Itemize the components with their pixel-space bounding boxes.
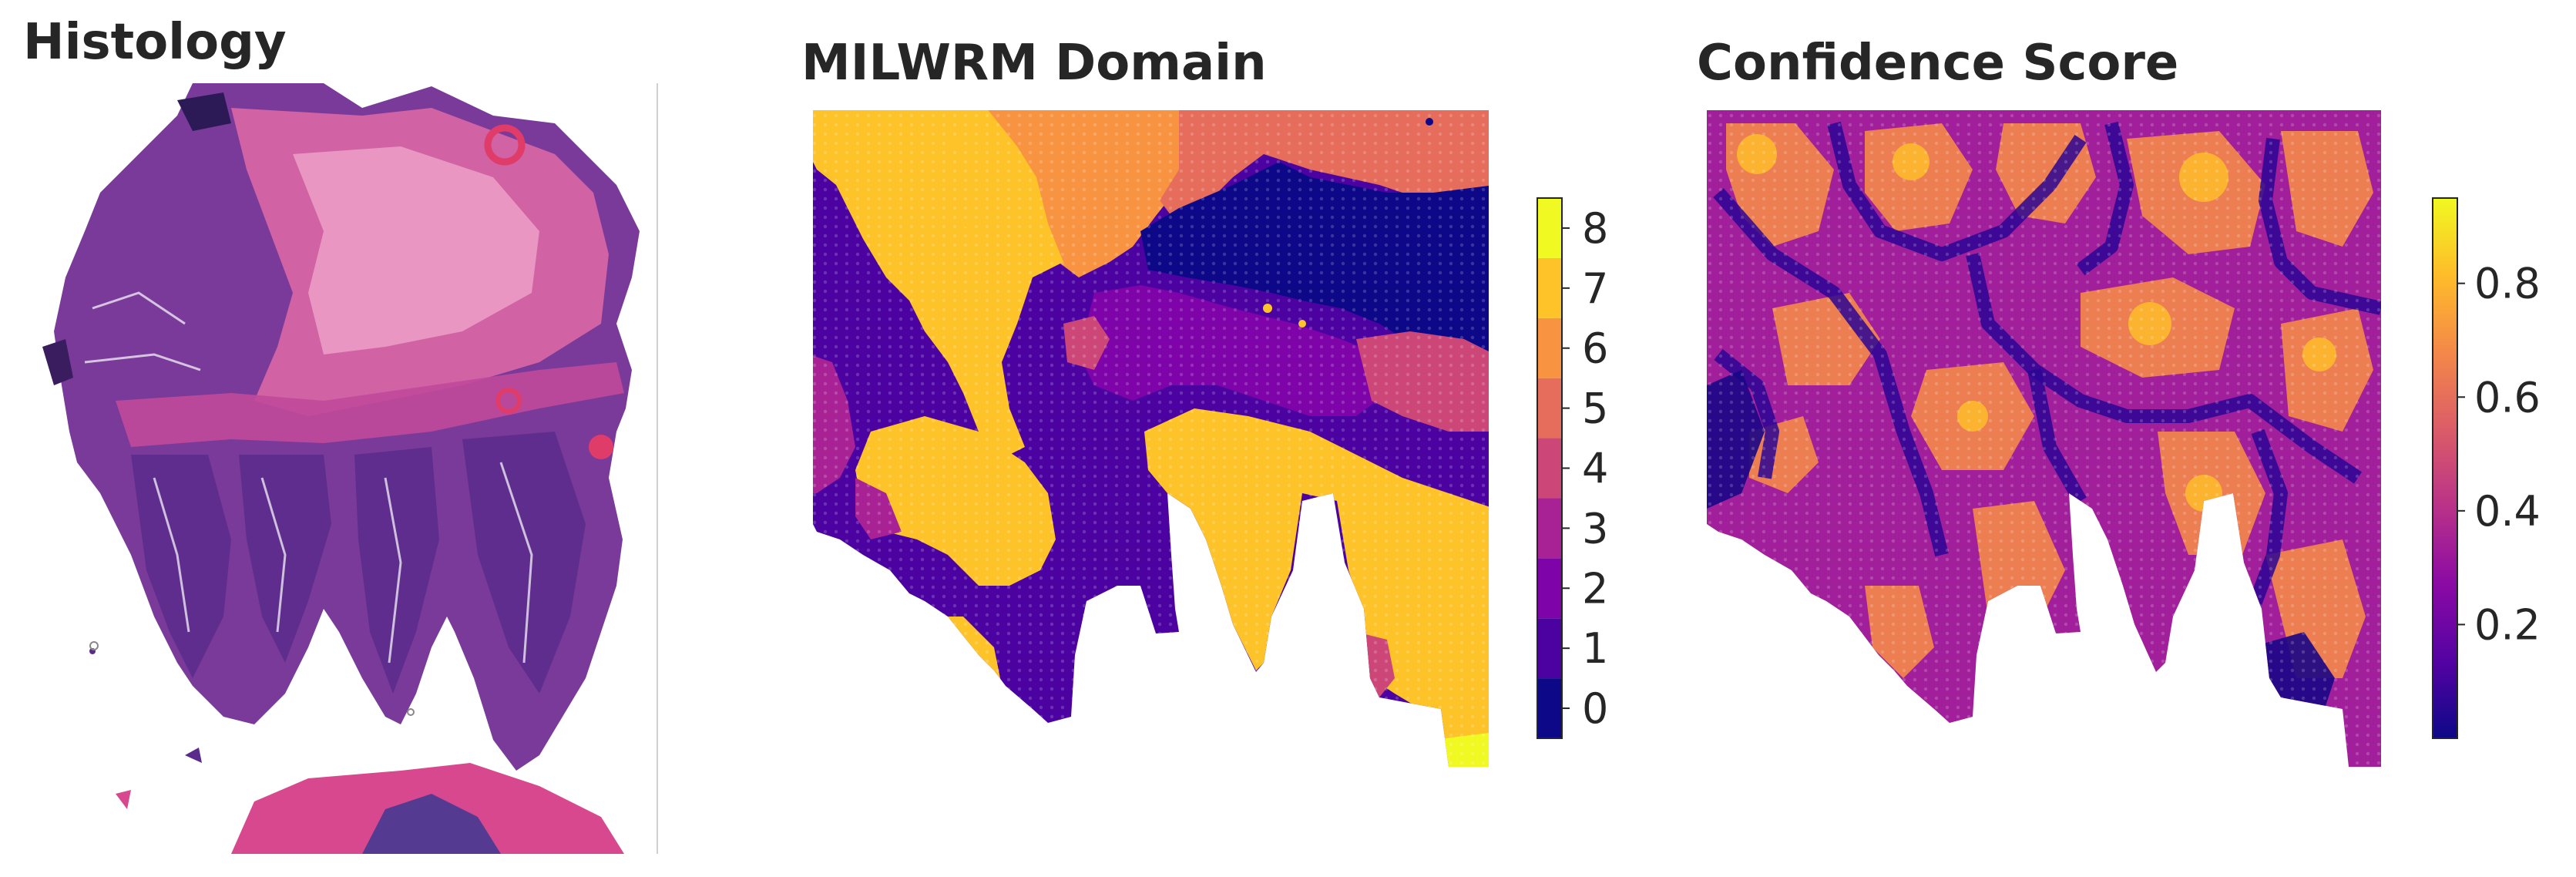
histology-debris xyxy=(89,641,415,809)
histology-bottom-dark xyxy=(362,794,501,854)
histology-vessel xyxy=(484,124,526,166)
domain-colorbar-tick-label: 7 xyxy=(1582,264,1608,313)
domain-colorbar-tick-label: 1 xyxy=(1582,624,1608,673)
confidence-colorbar-tick-label: 0.8 xyxy=(2474,260,2541,308)
confidence-colorbar-bar xyxy=(2432,197,2458,739)
domain-colorbar-swatch xyxy=(1537,678,1562,738)
domain-colorbar-frame xyxy=(1537,197,1563,739)
domain-colorbar: 0 1 2 3 4 5 6 7 8 xyxy=(1537,197,1608,739)
domain-colorbar-tick-label: 3 xyxy=(1582,504,1608,553)
domain-colorbar-tick-label: 2 xyxy=(1582,564,1608,613)
domain-colorbar-swatch xyxy=(1537,378,1562,438)
domain-colorbar-swatch xyxy=(1537,318,1562,378)
confidence-colorbar-tick-label: 0.4 xyxy=(2474,487,2541,536)
histology-stroma-light xyxy=(293,146,539,354)
domain-colorbar-swatch xyxy=(1537,438,1562,499)
confidence-heatmap xyxy=(1707,110,2381,767)
domain-heatmap xyxy=(813,110,1489,767)
domain-colorbar-swatch xyxy=(1537,558,1562,619)
histology-vessel xyxy=(589,435,613,459)
confidence-title: Confidence Score xyxy=(1697,35,2179,92)
domain-colorbar-tick-label: 6 xyxy=(1582,324,1608,373)
domain-colorbar-swatch xyxy=(1537,498,1562,559)
confidence-colorbar: 0.2 0.4 0.6 0.8 xyxy=(2432,197,2541,739)
histology-top-fragment xyxy=(177,92,231,131)
domain-colorbar-swatch xyxy=(1537,257,1562,318)
domain-colorbar-tick-label: 8 xyxy=(1582,204,1608,253)
domain-colorbar-swatch xyxy=(1537,198,1562,258)
histology-gland-lumens xyxy=(84,291,533,664)
histology-band xyxy=(116,362,624,447)
histology-vessel xyxy=(495,388,522,414)
histology-glands xyxy=(131,432,586,694)
domain-specks xyxy=(951,118,1433,328)
histology-image xyxy=(23,83,659,854)
domain-colorbar-tick-label: 5 xyxy=(1582,385,1608,433)
domain-colorbar-tick-label: 0 xyxy=(1582,684,1608,733)
confidence-colorbar-tick-label: 0.2 xyxy=(2474,600,2541,649)
domain-title: MILWRM Domain xyxy=(801,35,1267,92)
histology-title: Histology xyxy=(23,14,287,71)
confidence-colorbar-tick-label: 0.6 xyxy=(2474,373,2541,422)
domain-colorbar-swatch xyxy=(1537,618,1562,679)
histology-left-fragment xyxy=(42,339,73,385)
domain-colorbar-tick-label: 4 xyxy=(1582,445,1608,493)
